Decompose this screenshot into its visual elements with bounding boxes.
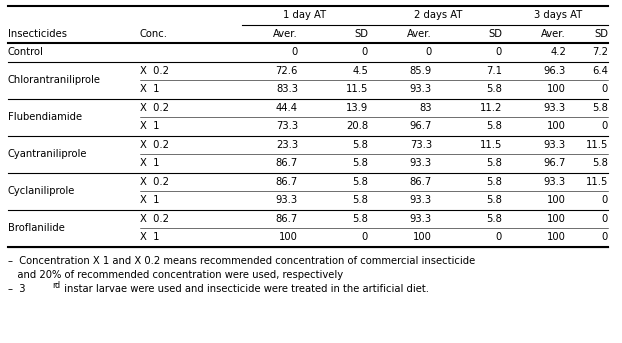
Text: X  1: X 1 xyxy=(140,158,159,168)
Text: Broflanilide: Broflanilide xyxy=(8,223,65,233)
Text: 0: 0 xyxy=(362,47,368,57)
Text: X  0.2: X 0.2 xyxy=(140,103,169,113)
Text: 0: 0 xyxy=(601,232,608,242)
Text: X  1: X 1 xyxy=(140,195,159,205)
Text: 100: 100 xyxy=(547,232,566,242)
Text: 5.8: 5.8 xyxy=(352,140,368,150)
Text: 100: 100 xyxy=(547,121,566,131)
Text: 100: 100 xyxy=(413,232,432,242)
Text: 3 days AT: 3 days AT xyxy=(534,10,582,20)
Text: 0: 0 xyxy=(601,195,608,205)
Text: Cyantraniliprole: Cyantraniliprole xyxy=(8,149,88,159)
Text: 11.5: 11.5 xyxy=(346,84,368,94)
Text: 100: 100 xyxy=(547,84,566,94)
Text: 23.3: 23.3 xyxy=(276,140,298,150)
Text: 93.3: 93.3 xyxy=(410,195,432,205)
Text: 86.7: 86.7 xyxy=(276,214,298,224)
Text: 5.8: 5.8 xyxy=(486,158,502,168)
Text: X  1: X 1 xyxy=(140,232,159,242)
Text: 4.2: 4.2 xyxy=(550,47,566,57)
Text: 96.7: 96.7 xyxy=(410,121,432,131)
Text: Aver.: Aver. xyxy=(273,29,298,39)
Text: 96.3: 96.3 xyxy=(544,66,566,76)
Text: 5.8: 5.8 xyxy=(352,195,368,205)
Text: 0: 0 xyxy=(496,232,502,242)
Text: 20.8: 20.8 xyxy=(346,121,368,131)
Text: 5.8: 5.8 xyxy=(592,158,608,168)
Text: X  1: X 1 xyxy=(140,84,159,94)
Text: X  0.2: X 0.2 xyxy=(140,177,169,187)
Text: 11.5: 11.5 xyxy=(586,177,608,187)
Text: SD: SD xyxy=(488,29,502,39)
Text: 2 days AT: 2 days AT xyxy=(414,10,463,20)
Text: 11.2: 11.2 xyxy=(480,103,502,113)
Text: 100: 100 xyxy=(547,195,566,205)
Text: 85.9: 85.9 xyxy=(410,66,432,76)
Text: 93.3: 93.3 xyxy=(276,195,298,205)
Text: X  1: X 1 xyxy=(140,121,159,131)
Text: 0: 0 xyxy=(601,84,608,94)
Text: 5.8: 5.8 xyxy=(352,214,368,224)
Text: –  3: – 3 xyxy=(8,284,26,295)
Text: 5.8: 5.8 xyxy=(352,158,368,168)
Text: Cyclaniliprole: Cyclaniliprole xyxy=(8,186,75,196)
Text: 0: 0 xyxy=(425,47,432,57)
Text: 5.8: 5.8 xyxy=(592,103,608,113)
Text: 1 day AT: 1 day AT xyxy=(284,10,327,20)
Text: 93.3: 93.3 xyxy=(544,140,566,150)
Text: 11.5: 11.5 xyxy=(586,140,608,150)
Text: 83: 83 xyxy=(419,103,432,113)
Text: Insecticides: Insecticides xyxy=(8,29,67,39)
Text: 7.2: 7.2 xyxy=(592,47,608,57)
Text: and 20% of recommended concentration were used, respectively: and 20% of recommended concentration wer… xyxy=(8,271,343,281)
Text: 100: 100 xyxy=(279,232,298,242)
Text: Aver.: Aver. xyxy=(541,29,566,39)
Text: 0: 0 xyxy=(601,214,608,224)
Text: –  Concentration X 1 and X 0.2 means recommended concentration of commercial ins: – Concentration X 1 and X 0.2 means reco… xyxy=(8,257,475,267)
Text: 73.3: 73.3 xyxy=(276,121,298,131)
Text: 5.8: 5.8 xyxy=(486,195,502,205)
Text: 5.8: 5.8 xyxy=(352,177,368,187)
Text: 86.7: 86.7 xyxy=(276,177,298,187)
Text: 72.6: 72.6 xyxy=(276,66,298,76)
Text: 96.7: 96.7 xyxy=(544,158,566,168)
Text: 0: 0 xyxy=(601,121,608,131)
Text: 86.7: 86.7 xyxy=(276,158,298,168)
Text: X  0.2: X 0.2 xyxy=(140,140,169,150)
Text: 0: 0 xyxy=(496,47,502,57)
Text: 100: 100 xyxy=(547,214,566,224)
Text: 93.3: 93.3 xyxy=(544,103,566,113)
Text: 93.3: 93.3 xyxy=(410,84,432,94)
Text: 0: 0 xyxy=(362,232,368,242)
Text: 13.9: 13.9 xyxy=(346,103,368,113)
Text: 11.5: 11.5 xyxy=(480,140,502,150)
Text: Control: Control xyxy=(8,47,44,57)
Text: Conc.: Conc. xyxy=(140,29,168,39)
Text: SD: SD xyxy=(354,29,368,39)
Text: Chlorantraniliprole: Chlorantraniliprole xyxy=(8,75,101,85)
Text: 93.3: 93.3 xyxy=(544,177,566,187)
Text: 93.3: 93.3 xyxy=(410,214,432,224)
Text: Aver.: Aver. xyxy=(407,29,432,39)
Text: SD: SD xyxy=(594,29,608,39)
Text: 5.8: 5.8 xyxy=(486,121,502,131)
Text: 73.3: 73.3 xyxy=(410,140,432,150)
Text: 93.3: 93.3 xyxy=(410,158,432,168)
Text: 6.4: 6.4 xyxy=(592,66,608,76)
Text: 7.1: 7.1 xyxy=(486,66,502,76)
Text: 5.8: 5.8 xyxy=(486,84,502,94)
Text: Flubendiamide: Flubendiamide xyxy=(8,112,82,122)
Text: 5.8: 5.8 xyxy=(486,177,502,187)
Text: X  0.2: X 0.2 xyxy=(140,66,169,76)
Text: rd: rd xyxy=(52,282,60,291)
Text: X  0.2: X 0.2 xyxy=(140,214,169,224)
Text: 83.3: 83.3 xyxy=(276,84,298,94)
Text: 86.7: 86.7 xyxy=(410,177,432,187)
Text: 0: 0 xyxy=(292,47,298,57)
Text: instar larvae were used and insecticide were treated in the artificial diet.: instar larvae were used and insecticide … xyxy=(61,284,429,295)
Text: 4.5: 4.5 xyxy=(352,66,368,76)
Text: 5.8: 5.8 xyxy=(486,214,502,224)
Text: 44.4: 44.4 xyxy=(276,103,298,113)
